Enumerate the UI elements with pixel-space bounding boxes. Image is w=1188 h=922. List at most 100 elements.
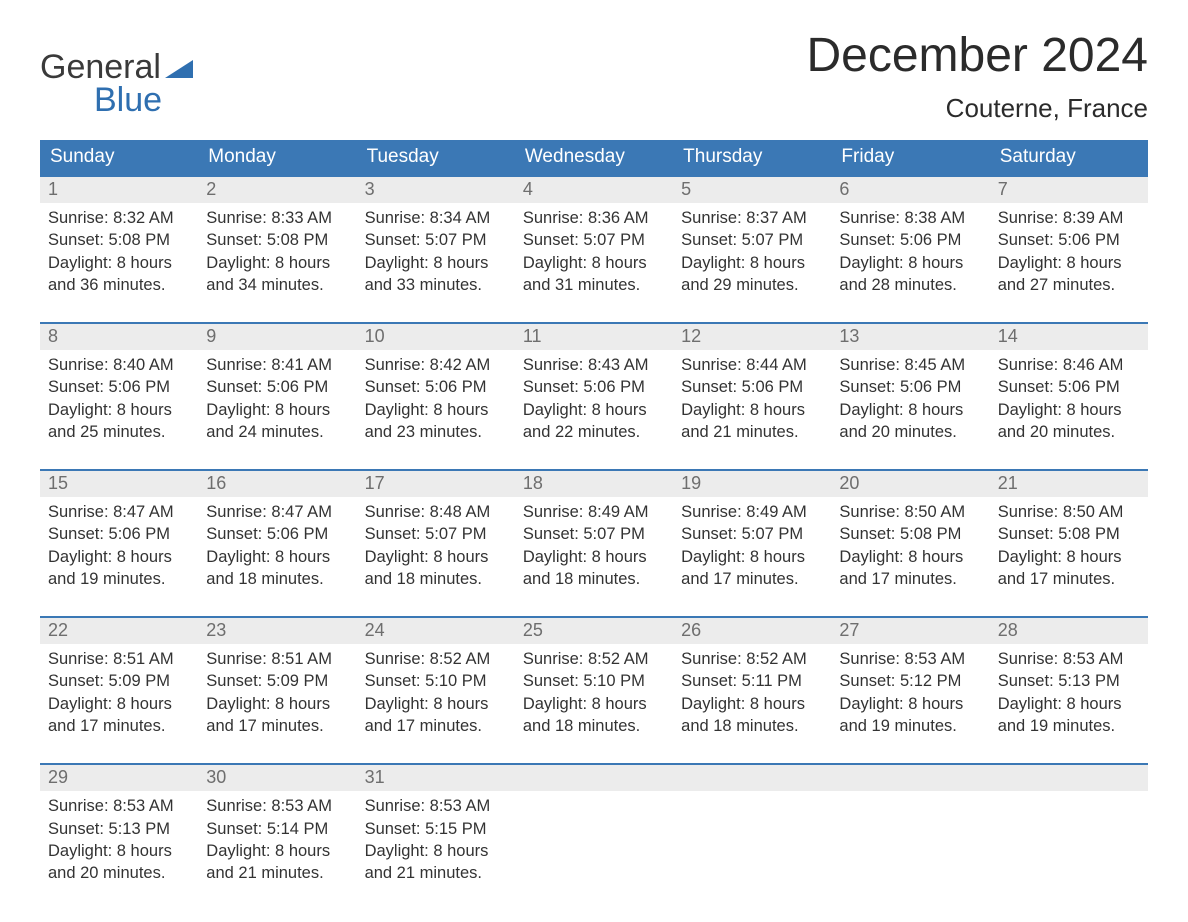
day-cell: Sunrise: 8:52 AMSunset: 5:10 PMDaylight:… xyxy=(515,644,673,747)
day-number-row: 15161718192021 xyxy=(40,471,1148,497)
sunset-text: Sunset: 5:06 PM xyxy=(998,376,1140,398)
logo: General Blue xyxy=(40,48,193,120)
day-number: 28 xyxy=(990,618,1148,644)
day-number: 24 xyxy=(357,618,515,644)
daylight-text: Daylight: 8 hours and 17 minutes. xyxy=(839,546,981,591)
sunrise-text: Sunrise: 8:42 AM xyxy=(365,354,507,376)
day-cell: Sunrise: 8:50 AMSunset: 5:08 PMDaylight:… xyxy=(831,497,989,600)
week-row: 293031Sunrise: 8:53 AMSunset: 5:13 PMDay… xyxy=(40,763,1148,894)
daylight-text: Daylight: 8 hours and 18 minutes. xyxy=(365,546,507,591)
day-number: 10 xyxy=(357,324,515,350)
sunset-text: Sunset: 5:07 PM xyxy=(523,229,665,251)
day-number: 6 xyxy=(831,177,989,203)
day-cell: Sunrise: 8:53 AMSunset: 5:13 PMDaylight:… xyxy=(990,644,1148,747)
daylight-text: Daylight: 8 hours and 18 minutes. xyxy=(523,693,665,738)
daylight-text: Daylight: 8 hours and 20 minutes. xyxy=(998,399,1140,444)
daylight-text: Daylight: 8 hours and 29 minutes. xyxy=(681,252,823,297)
day-number: 19 xyxy=(673,471,831,497)
daylight-text: Daylight: 8 hours and 33 minutes. xyxy=(365,252,507,297)
daylight-text: Daylight: 8 hours and 17 minutes. xyxy=(681,546,823,591)
day-number: 3 xyxy=(357,177,515,203)
sunset-text: Sunset: 5:09 PM xyxy=(206,670,348,692)
daylight-text: Daylight: 8 hours and 18 minutes. xyxy=(523,546,665,591)
day-cell: Sunrise: 8:36 AMSunset: 5:07 PMDaylight:… xyxy=(515,203,673,306)
day-of-week-thursday: Thursday xyxy=(673,140,831,175)
sunrise-text: Sunrise: 8:33 AM xyxy=(206,207,348,229)
sunset-text: Sunset: 5:06 PM xyxy=(523,376,665,398)
day-number: 18 xyxy=(515,471,673,497)
sunset-text: Sunset: 5:06 PM xyxy=(48,523,190,545)
sunrise-text: Sunrise: 8:36 AM xyxy=(523,207,665,229)
day-cell: Sunrise: 8:34 AMSunset: 5:07 PMDaylight:… xyxy=(357,203,515,306)
sunset-text: Sunset: 5:13 PM xyxy=(48,818,190,840)
day-of-week-header: SundayMondayTuesdayWednesdayThursdayFrid… xyxy=(40,140,1148,175)
sunset-text: Sunset: 5:06 PM xyxy=(48,376,190,398)
day-of-week-sunday: Sunday xyxy=(40,140,198,175)
sunset-text: Sunset: 5:07 PM xyxy=(365,523,507,545)
sunrise-text: Sunrise: 8:48 AM xyxy=(365,501,507,523)
month-title: December 2024 xyxy=(806,28,1148,83)
sunrise-text: Sunrise: 8:49 AM xyxy=(523,501,665,523)
day-cell: Sunrise: 8:45 AMSunset: 5:06 PMDaylight:… xyxy=(831,350,989,453)
day-of-week-friday: Friday xyxy=(831,140,989,175)
day-number: 26 xyxy=(673,618,831,644)
daylight-text: Daylight: 8 hours and 20 minutes. xyxy=(48,840,190,885)
sunset-text: Sunset: 5:13 PM xyxy=(998,670,1140,692)
sunset-text: Sunset: 5:06 PM xyxy=(998,229,1140,251)
title-block: December 2024 Couterne, France xyxy=(806,28,1148,124)
day-number-row: 1234567 xyxy=(40,177,1148,203)
sunrise-text: Sunrise: 8:37 AM xyxy=(681,207,823,229)
day-number: 2 xyxy=(198,177,356,203)
sunset-text: Sunset: 5:07 PM xyxy=(681,229,823,251)
sunrise-text: Sunrise: 8:53 AM xyxy=(998,648,1140,670)
day-number-row: 891011121314 xyxy=(40,324,1148,350)
day-number: 25 xyxy=(515,618,673,644)
calendar: SundayMondayTuesdayWednesdayThursdayFrid… xyxy=(40,140,1148,894)
sunset-text: Sunset: 5:12 PM xyxy=(839,670,981,692)
sunset-text: Sunset: 5:07 PM xyxy=(523,523,665,545)
sunset-text: Sunset: 5:08 PM xyxy=(839,523,981,545)
day-number: 14 xyxy=(990,324,1148,350)
sunrise-text: Sunrise: 8:47 AM xyxy=(206,501,348,523)
day-number: 21 xyxy=(990,471,1148,497)
daylight-text: Daylight: 8 hours and 21 minutes. xyxy=(681,399,823,444)
day-number: 1 xyxy=(40,177,198,203)
sunrise-text: Sunrise: 8:46 AM xyxy=(998,354,1140,376)
day-number: 29 xyxy=(40,765,198,791)
sunset-text: Sunset: 5:09 PM xyxy=(48,670,190,692)
day-number: 30 xyxy=(198,765,356,791)
daylight-text: Daylight: 8 hours and 24 minutes. xyxy=(206,399,348,444)
daylight-text: Daylight: 8 hours and 21 minutes. xyxy=(206,840,348,885)
day-number: 11 xyxy=(515,324,673,350)
daylight-text: Daylight: 8 hours and 19 minutes. xyxy=(839,693,981,738)
sunrise-text: Sunrise: 8:34 AM xyxy=(365,207,507,229)
day-cell: Sunrise: 8:53 AMSunset: 5:12 PMDaylight:… xyxy=(831,644,989,747)
sunrise-text: Sunrise: 8:43 AM xyxy=(523,354,665,376)
sunset-text: Sunset: 5:08 PM xyxy=(206,229,348,251)
day-cell-empty xyxy=(831,791,989,894)
daylight-text: Daylight: 8 hours and 25 minutes. xyxy=(48,399,190,444)
day-cell-empty xyxy=(990,791,1148,894)
location: Couterne, France xyxy=(806,93,1148,124)
day-cell-empty xyxy=(515,791,673,894)
sunrise-text: Sunrise: 8:53 AM xyxy=(365,795,507,817)
day-number: 31 xyxy=(357,765,515,791)
sunrise-text: Sunrise: 8:51 AM xyxy=(206,648,348,670)
day-number: 23 xyxy=(198,618,356,644)
sunset-text: Sunset: 5:14 PM xyxy=(206,818,348,840)
day-number xyxy=(515,765,673,791)
sunrise-text: Sunrise: 8:38 AM xyxy=(839,207,981,229)
sunrise-text: Sunrise: 8:32 AM xyxy=(48,207,190,229)
sunset-text: Sunset: 5:15 PM xyxy=(365,818,507,840)
day-number-row: 22232425262728 xyxy=(40,618,1148,644)
daylight-text: Daylight: 8 hours and 36 minutes. xyxy=(48,252,190,297)
day-cell: Sunrise: 8:47 AMSunset: 5:06 PMDaylight:… xyxy=(198,497,356,600)
day-of-week-wednesday: Wednesday xyxy=(515,140,673,175)
sunrise-text: Sunrise: 8:52 AM xyxy=(523,648,665,670)
sunset-text: Sunset: 5:11 PM xyxy=(681,670,823,692)
day-cell: Sunrise: 8:39 AMSunset: 5:06 PMDaylight:… xyxy=(990,203,1148,306)
sunrise-text: Sunrise: 8:50 AM xyxy=(998,501,1140,523)
daylight-text: Daylight: 8 hours and 28 minutes. xyxy=(839,252,981,297)
sunrise-text: Sunrise: 8:53 AM xyxy=(206,795,348,817)
day-cell: Sunrise: 8:32 AMSunset: 5:08 PMDaylight:… xyxy=(40,203,198,306)
